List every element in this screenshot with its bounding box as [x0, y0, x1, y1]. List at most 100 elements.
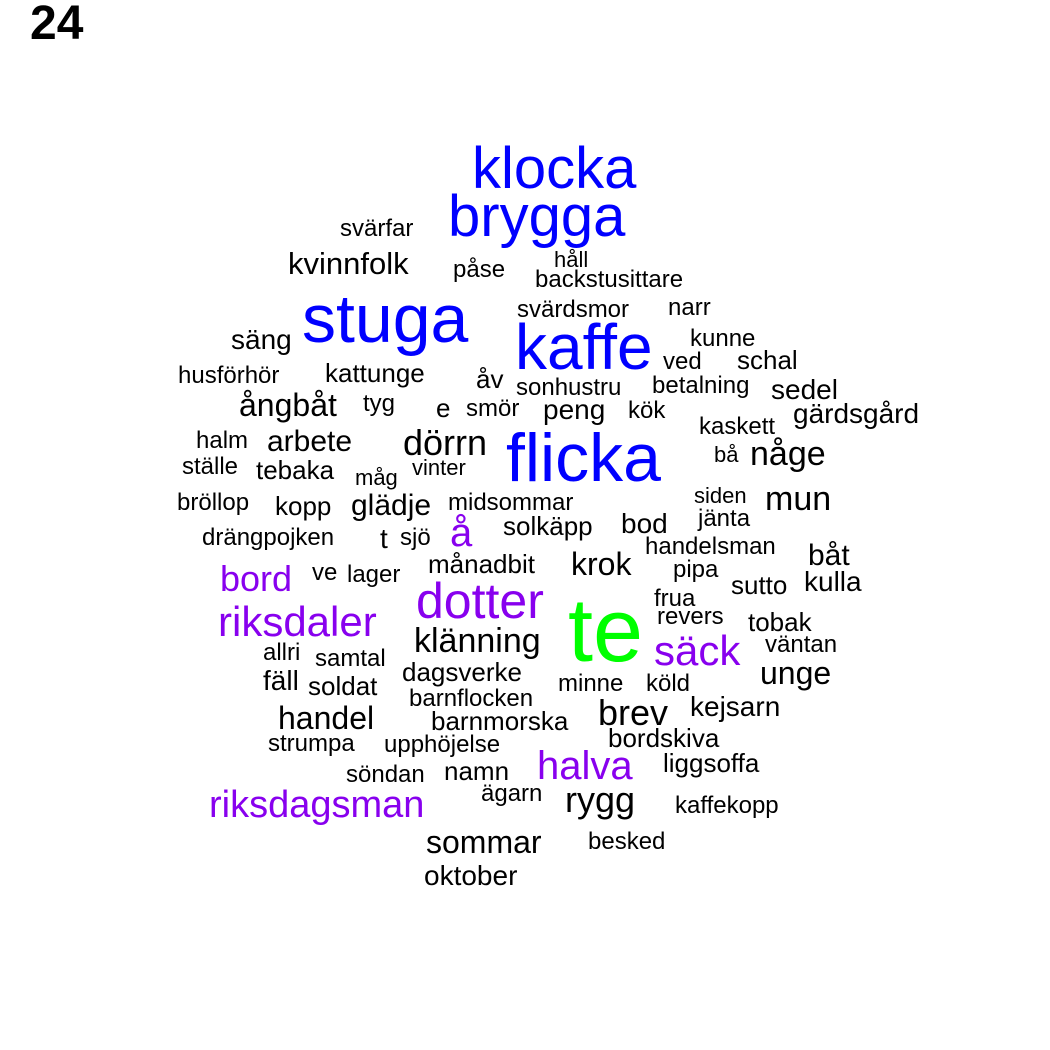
word-cloud-word: kattunge	[325, 358, 425, 388]
word-cloud-word: säng	[231, 324, 292, 355]
word-cloud-word: klocka	[472, 136, 637, 201]
word-cloud-word: siden	[694, 483, 747, 508]
word-cloud-word: samtal	[315, 645, 386, 672]
word-cloud-word: kulla	[804, 566, 862, 597]
word-cloud-word: stuga	[302, 281, 469, 357]
word-cloud-word: dörrn	[403, 422, 488, 463]
word-cloud-word: köld	[646, 670, 691, 697]
word-cloud-word: sjö	[400, 524, 431, 551]
page-number: 24	[30, 0, 84, 50]
word-cloud-word: te	[568, 581, 644, 681]
word-cloud-word: t	[380, 523, 388, 554]
word-cloud-word: ve	[312, 559, 338, 586]
word-cloud-word: dagsverke	[402, 657, 522, 687]
word-cloud-word: kejsarn	[690, 691, 781, 722]
word-cloud-word: e	[436, 393, 451, 423]
word-cloud-word: riksdaler	[218, 598, 377, 645]
word-cloud-word: pipa	[673, 556, 719, 583]
word-cloud-word: fäll	[263, 665, 299, 696]
word-cloud-word: sommar	[426, 824, 542, 860]
word-cloud-word: minne	[558, 670, 624, 697]
word-cloud-word: bod	[621, 508, 668, 539]
word-cloud-word: flicka	[506, 420, 661, 496]
word-cloud-word: måg	[355, 465, 398, 490]
word-cloud-word: soldat	[308, 671, 378, 701]
word-cloud-word: namn	[444, 756, 510, 786]
word-cloud-word: månadbit	[428, 549, 535, 579]
word-cloud-word: kaffekopp	[675, 792, 779, 819]
word-cloud-word: sutto	[731, 570, 788, 600]
word-cloud-word: backstusittare	[535, 266, 684, 293]
word-cloud-word: upphöjelse	[384, 731, 501, 758]
word-cloud-word: ångbåt	[239, 387, 337, 423]
word-cloud-word: söndan	[346, 761, 425, 788]
word-cloud-word: barnmorska	[431, 706, 569, 736]
word-cloud-word: husförhör	[178, 362, 280, 389]
word-cloud-word: brygga	[448, 184, 626, 249]
word-cloud-word: kopp	[275, 491, 332, 521]
word-cloud-word: frua	[654, 585, 696, 612]
word-cloud-word: å	[450, 511, 473, 555]
word-cloud-word: dotter	[416, 573, 544, 629]
word-cloud-word: någe	[750, 435, 826, 473]
word-cloud-word: mun	[765, 480, 832, 518]
word-cloud-word: vinter	[412, 455, 466, 480]
word-cloud-word: handel	[278, 700, 375, 736]
word-cloud-word: besked	[588, 828, 666, 855]
word-cloud-word: svärdsmor	[517, 296, 630, 323]
word-cloud-word: riksdagsman	[209, 784, 425, 826]
word-cloud-word: håll	[554, 247, 589, 272]
word-cloud-word: glädje	[351, 489, 432, 522]
word-cloud-word: unge	[760, 655, 832, 691]
word-cloud-word: brev	[598, 692, 669, 733]
word-cloud-word: barnflocken	[409, 685, 534, 712]
word-cloud-word: påse	[453, 256, 506, 283]
word-cloud-word: jänta	[698, 505, 751, 532]
word-cloud-word: tyg	[363, 390, 396, 417]
word-cloud-word: arbete	[267, 425, 353, 458]
word-cloud-word: solkäpp	[503, 511, 593, 541]
word-cloud-word: lager	[347, 561, 401, 588]
word-cloud-word: peng	[543, 394, 606, 425]
word-cloud-word: säck	[654, 627, 741, 674]
word-cloud-word: halva	[537, 744, 633, 788]
word-cloud-word: ägarn	[481, 780, 543, 807]
word-cloud-word: kunne	[690, 325, 756, 352]
word-cloud-word: allri	[263, 639, 301, 666]
word-cloud-word: svärfar	[340, 215, 414, 242]
word-cloud-word: betalning	[652, 372, 750, 399]
word-cloud-word: revers	[657, 603, 724, 630]
word-cloud-word: bå	[714, 442, 739, 467]
word-cloud-word: handelsman	[645, 533, 776, 560]
word-cloud-word: ved	[663, 348, 702, 375]
word-cloud-word: kvinnfolk	[288, 246, 409, 281]
word-cloud-word: båt	[808, 539, 850, 572]
word-cloud-word: bord	[220, 558, 293, 599]
word-cloud-word: klänning	[414, 622, 541, 660]
word-cloud-word: bröllop	[177, 489, 250, 516]
word-cloud-word: narr	[668, 294, 711, 321]
word-cloud-word: midsommar	[448, 489, 574, 516]
word-cloud-word: halm	[196, 427, 249, 454]
word-cloud-word: liggsoffa	[663, 748, 760, 778]
word-cloud-word: oktober	[424, 860, 518, 891]
word-cloud-word: sedel	[771, 374, 838, 405]
word-cloud-word: tobak	[748, 607, 812, 637]
word-cloud-word: kaskett	[699, 413, 776, 440]
word-cloud-word: gärdsgård	[793, 398, 920, 429]
word-cloud-word: krok	[571, 546, 632, 582]
word-cloud-word: sonhustru	[516, 374, 622, 401]
word-cloud-word: åv	[476, 364, 504, 394]
word-cloud-word: bordskiva	[608, 723, 720, 753]
word-cloud-word: smör	[466, 395, 520, 422]
word-cloud-word: ställe	[182, 453, 239, 480]
word-cloud-word: kaffe	[515, 311, 653, 383]
word-cloud-word: strumpa	[268, 730, 355, 757]
word-cloud-word: väntan	[765, 631, 838, 658]
word-cloud-word: tebaka	[256, 455, 335, 485]
word-cloud-word: drängpojken	[202, 524, 335, 551]
word-cloud-word: schal	[737, 345, 798, 375]
word-cloud-word: rygg	[565, 779, 636, 820]
word-cloud-word: kök	[628, 397, 666, 424]
